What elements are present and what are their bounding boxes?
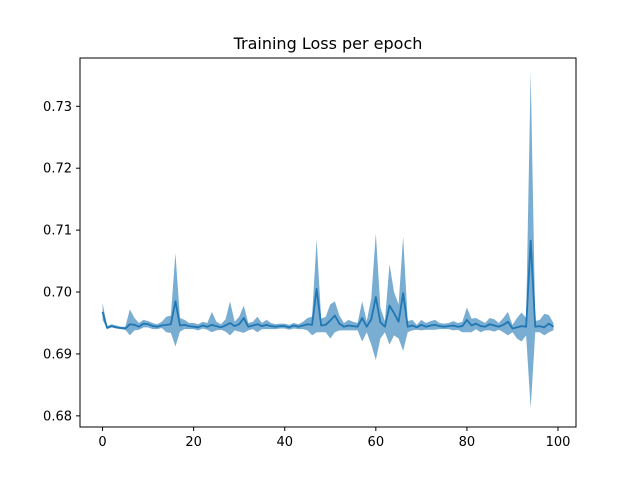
chart-title: Training Loss per epoch: [233, 34, 423, 53]
y-tick-label: 0.68: [43, 409, 72, 424]
x-tick-label: 20: [185, 435, 202, 450]
y-tick-label: 0.72: [43, 162, 72, 177]
x-tick-label: 80: [459, 435, 476, 450]
x-tick-label: 100: [546, 435, 571, 450]
y-tick-label: 0.69: [43, 347, 72, 362]
x-tick-label: 60: [368, 435, 385, 450]
y-tick-label: 0.73: [43, 100, 72, 115]
y-tick-label: 0.70: [43, 286, 72, 301]
x-tick-label: 40: [276, 435, 293, 450]
y-tick-label: 0.71: [43, 224, 72, 239]
x-tick-label: 0: [98, 435, 106, 450]
